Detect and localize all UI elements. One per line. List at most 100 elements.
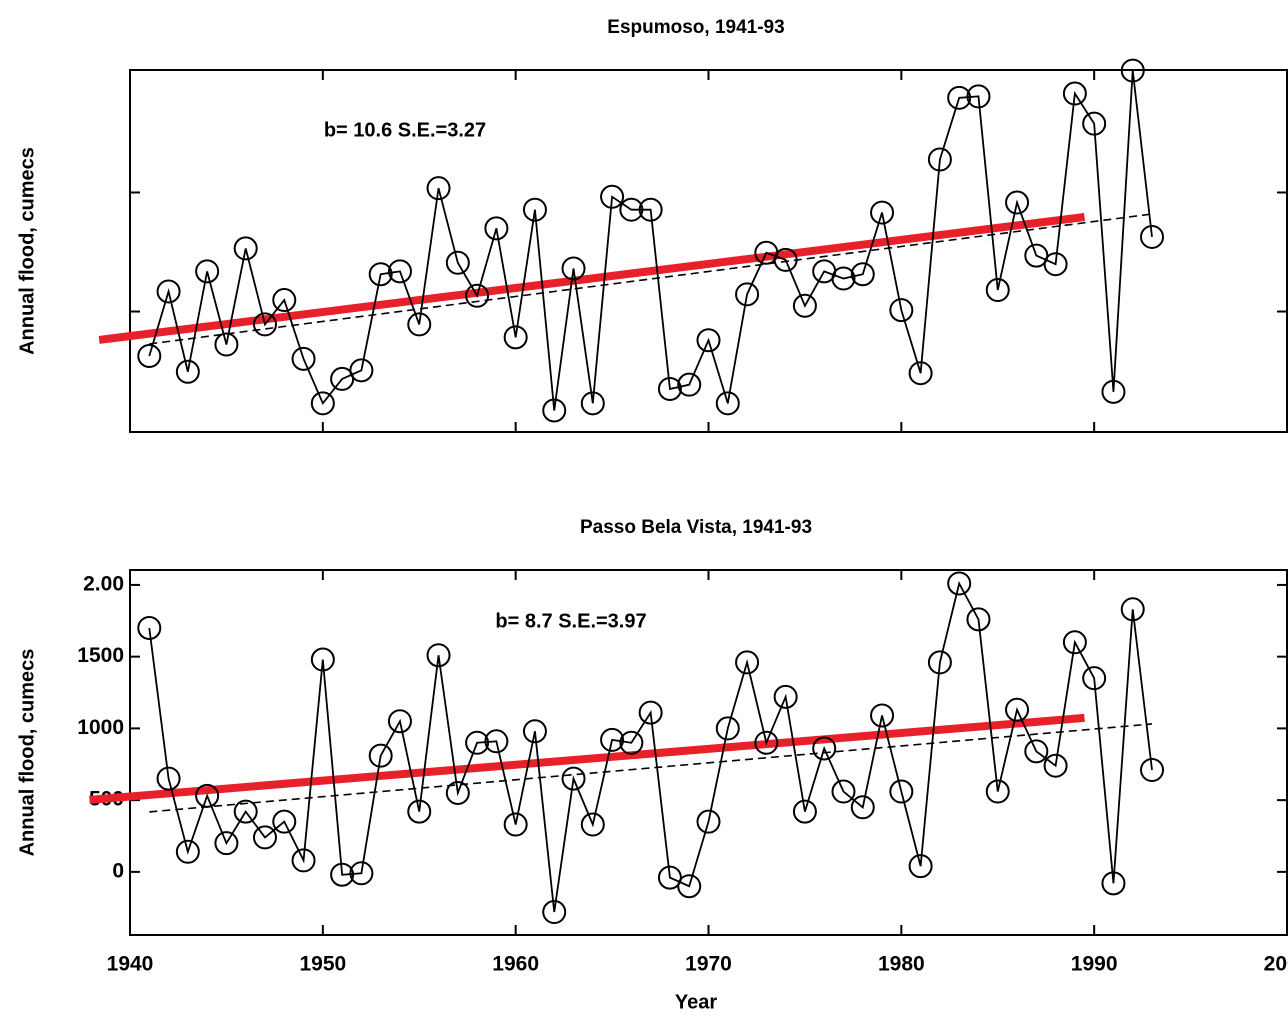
data-point (310, 391, 335, 416)
data-point (1082, 111, 1107, 136)
data-point (850, 262, 875, 287)
data-point (387, 709, 412, 734)
data-point (1043, 252, 1068, 277)
data-point (947, 85, 972, 110)
data-point (252, 312, 277, 337)
data-point (175, 359, 200, 384)
data-point (677, 372, 702, 397)
chart-title: Passo Bela Vista, 1941-93 (580, 517, 812, 538)
chart-title: Espumoso, 1941-93 (607, 17, 784, 38)
data-point (561, 256, 586, 281)
data-point (1101, 379, 1126, 404)
data-point (850, 795, 875, 820)
data-point (195, 259, 220, 284)
data-point (233, 799, 258, 824)
data-point (291, 346, 316, 371)
x-tick-label: 1980 (878, 953, 925, 976)
data-point (1005, 190, 1030, 215)
trend-line (89, 713, 1085, 804)
data-point (349, 358, 374, 383)
trend-line (149, 723, 1153, 813)
data-point (715, 716, 740, 741)
data-point (927, 650, 952, 675)
data-point (638, 197, 663, 222)
data-point (156, 766, 181, 791)
data-point (600, 727, 625, 752)
data-point (1062, 81, 1087, 106)
x-tick-label: 1990 (1071, 953, 1118, 976)
data-point (484, 729, 509, 754)
data-point (696, 809, 721, 834)
data-point (889, 779, 914, 804)
data-point (175, 839, 200, 864)
y-axis-label: Annual flood, cumecs (16, 147, 38, 355)
data-point (522, 719, 547, 744)
data-point (137, 615, 162, 640)
series-line (148, 580, 1153, 913)
data-point (349, 861, 374, 886)
data-point (985, 278, 1010, 303)
data-point (735, 282, 760, 307)
data-point (272, 288, 297, 313)
data-point (580, 812, 605, 837)
y-tick-label: 1500 (77, 644, 124, 667)
data-point (1140, 224, 1165, 249)
data-point (387, 259, 412, 284)
data-point (580, 391, 605, 416)
data-point (696, 328, 721, 353)
data-point (966, 607, 991, 632)
x-tick-label: 1970 (685, 953, 732, 976)
data-point (754, 730, 779, 755)
data-point (1120, 58, 1145, 83)
data-point (870, 200, 895, 225)
data-point (214, 332, 239, 357)
data-point (542, 398, 567, 423)
data-point (870, 703, 895, 728)
data-point (792, 799, 817, 824)
data-point (503, 325, 528, 350)
data-point (1101, 871, 1126, 896)
data-point (214, 831, 239, 856)
data-point (908, 854, 933, 879)
data-point (927, 147, 952, 172)
data-point (1120, 597, 1145, 622)
data-point (831, 266, 856, 291)
data-point (426, 176, 451, 201)
data-point (465, 283, 490, 308)
data-point (715, 391, 740, 416)
data-point (368, 262, 393, 287)
data-point (426, 643, 451, 668)
data-point (330, 862, 355, 887)
data-point (137, 343, 162, 368)
data-point (908, 361, 933, 386)
annotation: b= 10.6 S.E.=3.27 (324, 119, 486, 141)
data-point (831, 779, 856, 804)
data-point (638, 700, 663, 725)
data-point (1024, 739, 1049, 764)
data-point (272, 809, 297, 834)
annotation: b= 8.7 S.E.=3.97 (495, 610, 646, 632)
data-point (947, 571, 972, 596)
data-point (600, 184, 625, 209)
data-point (407, 312, 432, 337)
data-point (156, 279, 181, 304)
data-point (484, 216, 509, 241)
data-point (233, 236, 258, 261)
data-point (619, 197, 644, 222)
x-tick-label: 1950 (299, 953, 346, 976)
data-point (812, 736, 837, 761)
data-point (561, 766, 586, 791)
series-line (148, 70, 1153, 411)
y-tick-label: 1000 (77, 716, 124, 739)
x-tick-label: 1960 (492, 953, 539, 976)
data-point (773, 247, 798, 272)
data-point (1140, 758, 1165, 783)
y-tick-label: 0 (112, 859, 124, 882)
data-point (522, 197, 547, 222)
data-point (966, 84, 991, 109)
data-point (445, 250, 470, 275)
x-tick-label: 2000 (1264, 953, 1288, 976)
data-point (792, 293, 817, 318)
data-point (735, 650, 760, 675)
